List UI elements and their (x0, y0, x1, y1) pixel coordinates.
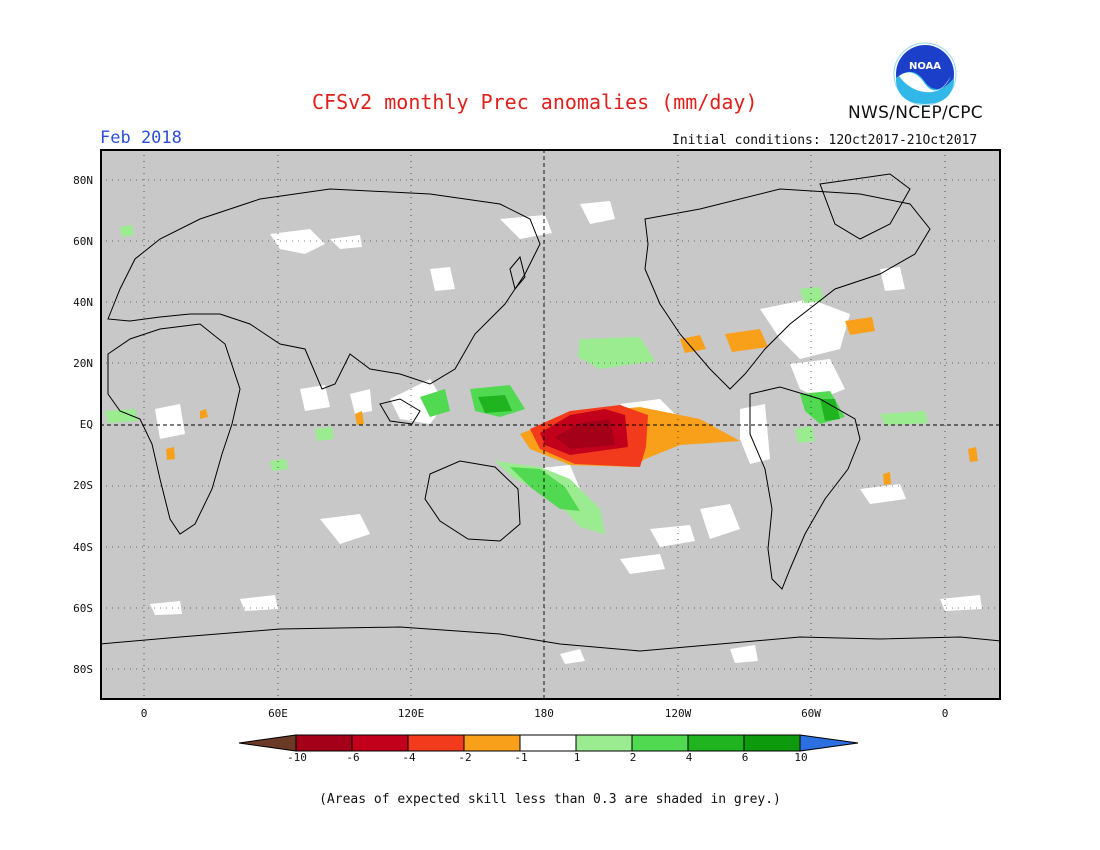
colorbar-segment (631, 734, 689, 752)
lon-label: 60E (268, 707, 288, 720)
wet-anomaly-regions (105, 225, 928, 534)
dry-anomaly-regions (166, 317, 978, 485)
colorbar-segment (687, 734, 745, 752)
colorbar-arrow-high (799, 734, 859, 752)
colorbar-arrow-low (238, 734, 297, 752)
colorbar-tick-label: -2 (458, 751, 472, 764)
reference-lines (100, 149, 1001, 700)
lat-label: 20S (73, 479, 93, 492)
coast-maritime-continent (379, 398, 421, 425)
lat-label: 40S (73, 541, 93, 554)
colorbar-segment (407, 734, 465, 752)
colorbar-segment (743, 734, 801, 752)
colorbar-tick-label: 2 (629, 751, 637, 764)
lat-label: 20N (73, 357, 93, 370)
colorbar-tick-label: -10 (287, 751, 307, 764)
colorbar-tick-label: -6 (346, 751, 360, 764)
forecast-month: Feb 2018 (100, 128, 182, 148)
coast-japan (509, 255, 526, 291)
map-title: CFSv2 monthly Prec anomalies (mm/day) (312, 90, 758, 114)
colorbar-tick-label: -1 (514, 751, 528, 764)
agency-label: NWS/NCEP/CPC (848, 103, 983, 123)
coast-south-america (749, 386, 861, 590)
grid (100, 149, 1001, 700)
precip-anomaly-map (100, 149, 1001, 700)
lat-label: 60N (73, 235, 93, 248)
lon-label: 0 (140, 707, 148, 720)
map-frame (100, 149, 1001, 700)
colorbar-legend (238, 734, 859, 752)
colorbar-segment (463, 734, 521, 752)
colorbar-segment (351, 734, 409, 752)
lat-label: 80N (73, 174, 93, 187)
coast-north-america (644, 188, 931, 390)
lon-label: 0 (941, 707, 949, 720)
lat-label: EQ (79, 418, 93, 431)
colorbar-segment (295, 734, 353, 752)
coast-australia (424, 460, 521, 542)
coast-greenland (819, 173, 911, 240)
lat-label: 80S (73, 663, 93, 676)
lon-label: 120W (664, 707, 692, 720)
initial-conditions: Initial conditions: 12Oct2017-21Oct2017 (672, 133, 978, 148)
coast-antarctica (100, 626, 1001, 652)
colorbar-segment (575, 734, 633, 752)
lon-label: 120E (397, 707, 425, 720)
lat-label: 60S (73, 602, 93, 615)
lon-label: 60W (801, 707, 821, 720)
colorbar-tick-label: 1 (573, 751, 581, 764)
noaa-logo: NOAA (893, 42, 957, 106)
lon-label: 180 (534, 707, 554, 720)
colorbar-segment (519, 734, 577, 752)
skill-footnote: (Areas of expected skill less than 0.3 a… (319, 792, 781, 807)
colorbar-tick-label: -4 (402, 751, 416, 764)
lat-label: 40N (73, 296, 93, 309)
logo-lettering: NOAA (909, 61, 941, 72)
coastlines (100, 173, 1001, 652)
colorbar-tick-label: 6 (741, 751, 749, 764)
colorbar-tick-label: 10 (794, 751, 808, 764)
coast-africa (107, 323, 241, 535)
coast-eurasia (107, 188, 541, 390)
colorbar-tick-label: 4 (685, 751, 693, 764)
